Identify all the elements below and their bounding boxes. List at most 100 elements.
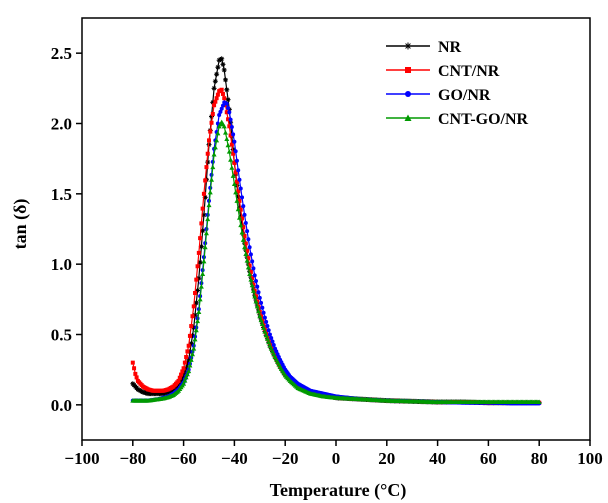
data-point-go-nr [271, 343, 276, 348]
x-tick-label: 100 [577, 449, 603, 468]
data-point-cnt-go-nr [207, 189, 213, 195]
axes [76, 17, 591, 446]
data-point-cnt-go-nr [211, 151, 217, 157]
data-point-go-nr [260, 305, 265, 310]
series-layer [130, 56, 542, 406]
y-tick-label: 2.0 [51, 115, 72, 134]
data-point-nr [201, 212, 207, 218]
data-point-cnt-nr [134, 375, 139, 380]
data-point-cnt-go-nr [231, 181, 237, 186]
data-point-cnt-nr [198, 236, 203, 241]
data-point-cnt-nr [224, 110, 229, 115]
data-point-cnt-go-nr [191, 346, 197, 351]
data-point-cnt-nr [242, 234, 247, 239]
data-point-cnt-nr [232, 160, 237, 165]
data-point-nr [193, 300, 199, 306]
data-point-nr [224, 87, 230, 93]
data-point-go-nr [261, 310, 266, 315]
legend-label: GO/NR [438, 87, 491, 104]
data-point-cnt-nr [176, 378, 181, 383]
data-point-nr [202, 194, 208, 200]
data-point-nr [212, 78, 218, 84]
data-point-cnt-go-nr [239, 230, 245, 235]
data-point-go-nr [252, 273, 257, 278]
data-point-cnt-go-nr [258, 317, 264, 323]
data-point-nr [186, 357, 192, 363]
data-point-cnt-go-nr [224, 136, 230, 141]
data-point-nr [191, 324, 197, 330]
x-tick-label: −100 [64, 449, 99, 468]
data-point-nr [178, 379, 184, 385]
data-point-cnt-nr [222, 96, 227, 101]
x-tick-label: 0 [332, 449, 341, 468]
data-point-cnt-go-nr [240, 237, 246, 242]
data-point-cnt-nr [209, 120, 214, 125]
data-point-cnt-nr [204, 165, 209, 170]
data-point-cnt-go-nr [228, 157, 234, 162]
data-point-cnt-nr [236, 189, 241, 194]
data-point-nr [182, 369, 188, 375]
data-point-go-nr [264, 319, 269, 324]
data-point-cnt-go-nr [242, 244, 248, 250]
data-point-nr [235, 194, 241, 200]
legend-label: NR [438, 39, 462, 56]
data-point-cnt-go-nr [193, 327, 199, 333]
x-tick-label: −40 [221, 449, 248, 468]
data-point-cnt-go-nr [186, 368, 192, 374]
data-point-go-nr [262, 315, 267, 320]
data-point-nr [195, 288, 201, 294]
y-tick-label: 1.0 [51, 255, 72, 274]
data-point-go-nr [237, 177, 242, 182]
series-cnt-go-nr [130, 119, 542, 405]
data-point-go-nr [236, 168, 241, 173]
data-point-cnt-nr [205, 151, 210, 156]
data-point-cnt-go-nr [203, 230, 209, 236]
data-point-cnt-nr [214, 96, 219, 101]
data-point-cnt-go-nr [181, 381, 187, 386]
legend-marker-go-nr [405, 91, 411, 97]
data-point-cnt-go-nr [536, 399, 542, 405]
data-point-nr [205, 159, 211, 165]
data-point-cnt-go-nr [189, 351, 195, 357]
data-point-cnt-go-nr [210, 164, 216, 170]
data-point-cnt-go-nr [188, 357, 194, 362]
data-point-cnt-go-nr [236, 215, 242, 220]
data-point-cnt-nr [132, 366, 137, 371]
data-point-nr [220, 61, 226, 67]
tick-labels: −100 −80 −60 −40 −20 0 20 40 60 80 100 0.0 0.5 1.0 1.5… [51, 44, 603, 468]
data-point-nr [210, 99, 216, 105]
data-point-cnt-go-nr [206, 202, 212, 208]
data-point-cnt-go-nr [256, 308, 262, 314]
data-point-go-nr [234, 158, 239, 163]
data-point-cnt-nr [243, 241, 248, 246]
data-point-cnt-nr [199, 221, 204, 226]
y-tick-label: 1.5 [51, 185, 72, 204]
data-point-nr [215, 64, 221, 70]
data-point-nr [183, 365, 189, 371]
data-point-go-nr [265, 324, 270, 329]
legend-marker-cnt-go-nr [404, 114, 412, 121]
data-point-cnt-go-nr [183, 374, 189, 380]
data-point-cnt-nr [177, 375, 182, 380]
data-point-cnt-go-nr [200, 271, 206, 277]
data-point-go-nr [229, 125, 234, 130]
data-point-cnt-go-nr [244, 258, 250, 263]
series-line-cnt-go-nr [132, 120, 540, 403]
data-point-cnt-go-nr [234, 198, 240, 203]
data-point-go-nr [220, 103, 225, 108]
data-point-cnt-nr [196, 250, 201, 255]
data-point-go-nr [253, 279, 258, 284]
data-point-cnt-nr [208, 129, 213, 134]
data-point-nr [198, 244, 204, 250]
data-point-cnt-go-nr [202, 244, 208, 250]
data-point-cnt-go-nr [182, 378, 188, 383]
data-point-cnt-go-nr [230, 173, 236, 178]
data-point-cnt-go-nr [225, 142, 231, 148]
legend-item-go-nr: GO/NR [386, 87, 491, 104]
legend-item-nr: NR [386, 39, 462, 56]
data-point-cnt-nr [200, 206, 205, 211]
data-point-cnt-nr [186, 343, 191, 348]
x-tick-label: 80 [531, 449, 548, 468]
data-point-cnt-nr [248, 269, 253, 274]
data-point-cnt-nr [207, 138, 211, 143]
